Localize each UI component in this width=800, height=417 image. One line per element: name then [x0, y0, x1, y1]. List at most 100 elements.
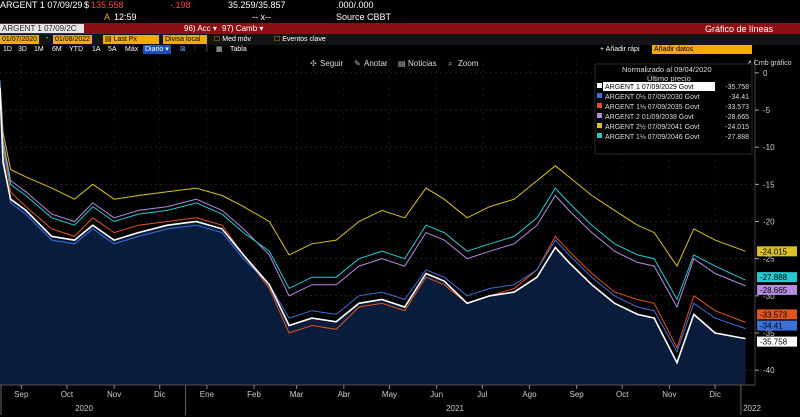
quote-bar-2: A 12:59 -- x-- Source CBBT	[0, 11, 800, 23]
checkbox-icon: ☐	[214, 36, 223, 43]
x-tick-label: Oct	[61, 390, 74, 399]
camb-label: Camb	[235, 24, 258, 33]
end-value-box	[757, 246, 797, 257]
bid-ask: 35.259/35.857	[228, 0, 286, 10]
change-chart-button[interactable]: ↗ Cmb gráfico	[746, 60, 792, 67]
noticias-tool[interactable]: Noticias	[408, 59, 436, 68]
range-1d[interactable]: 1D	[3, 46, 12, 53]
legend-item-label: ARGENT 0½ 07/09/2030 Govt	[605, 93, 699, 101]
series-line-0	[0, 87, 746, 365]
key-events-toggle[interactable]: ☐ Eventos clave	[274, 35, 326, 43]
legend-swatch	[597, 133, 602, 138]
anotar-icon: ✎	[354, 59, 361, 68]
legend-subtitle: Último precio	[647, 74, 691, 83]
settings-icon: 97)	[222, 24, 234, 33]
zoom-icon: ⌕	[448, 59, 452, 68]
x-tick-label: Mar	[290, 390, 304, 399]
checkbox-icon: ☐	[274, 36, 283, 43]
divider-icon: |	[206, 45, 208, 52]
legend-box	[594, 63, 753, 155]
legend-item-value: -34.41	[729, 94, 749, 101]
settings-menu[interactable]: 97) Camb ▾	[222, 24, 264, 33]
end-value-label: -33.573	[760, 310, 788, 319]
x-tick-label: Abr	[338, 390, 351, 399]
y-tick-label: -35	[763, 329, 775, 338]
noticias-icon: ▤	[398, 59, 406, 68]
end-value-label: -27.888	[760, 273, 788, 282]
freq-label: Diario	[145, 46, 164, 53]
frequency-select[interactable]: Diario ▾	[143, 45, 171, 54]
y-tick-label: -30	[763, 292, 775, 301]
x-tick-label: Jun	[430, 390, 443, 399]
range-max[interactable]: Máx	[125, 46, 139, 53]
anotar-tool[interactable]: Anotar	[364, 59, 388, 68]
ticker[interactable]: ARGENT 1 07/09/29	[0, 0, 83, 10]
range-1m[interactable]: 1M	[34, 46, 44, 53]
legend-item-value: -33.573	[725, 104, 749, 111]
end-value-box	[757, 272, 797, 283]
net-change: -.198	[170, 0, 191, 10]
range-3d[interactable]: 3D	[18, 46, 27, 53]
end-value-box	[757, 336, 797, 347]
line-chart-icon[interactable]: ⊠	[180, 46, 186, 53]
range-5a[interactable]: 5A	[108, 46, 117, 53]
moving-average-toggle[interactable]: ☐ Med móv	[214, 35, 251, 43]
range-ytd[interactable]: YTD	[69, 46, 83, 53]
legend-item-value: -24.015	[725, 124, 749, 131]
chart-type-title: Gráfico de líneas	[705, 24, 774, 34]
x-tick-label: Feb	[247, 390, 261, 399]
seguir-tool[interactable]: Seguir	[320, 59, 343, 68]
time-prefix: A	[104, 12, 111, 22]
add-rapid-label: Añadir rápi	[605, 46, 640, 53]
legend-item-label: ARGENT 2½ 07/09/2041 Govt	[605, 123, 699, 131]
quote-time: 12:59	[114, 12, 137, 22]
legend-item-label: ARGENT 1 07/09/2029 Govt	[605, 84, 694, 91]
bar-chart-icon[interactable]: ⫶	[194, 45, 196, 52]
y-tick-label: -15	[763, 180, 775, 189]
year-label: 2021	[446, 404, 464, 413]
to-date[interactable]: 01/08/2022	[53, 35, 93, 44]
last-price: 135.558	[91, 0, 124, 10]
series-line-5	[0, 81, 746, 301]
from-date[interactable]: 01/07/2020	[0, 35, 40, 44]
legend-item-label: ARGENT 1⅛ 07/09/2035 Govt	[605, 104, 699, 111]
x-tick-label: Ago	[522, 390, 537, 399]
currency-symbol: $	[84, 0, 90, 10]
series-line-3	[0, 87, 746, 309]
legend-item-value: -27.888	[725, 134, 749, 141]
range-1a[interactable]: 1A	[92, 46, 101, 53]
area-fill	[0, 87, 746, 385]
table-button[interactable]: Tabla	[230, 46, 247, 53]
y-tick-label: -25	[763, 255, 775, 264]
actions-menu[interactable]: 96) Acc ▾	[184, 24, 217, 33]
x-tick-label: Nov	[107, 390, 121, 399]
legend-item-value: -28.665	[725, 114, 749, 121]
end-value-label: -24.015	[760, 247, 788, 256]
x-tick-label: Sep	[14, 390, 29, 399]
add-data-input[interactable]: Añadir datos	[652, 45, 752, 54]
add-quick-button[interactable]: + Añadir rápi	[600, 46, 640, 53]
legend-swatch	[597, 83, 602, 88]
y-tick-label: -10	[763, 143, 775, 152]
source-label: Source CBBT	[336, 12, 392, 22]
zoom-tool[interactable]: Zoom	[458, 59, 479, 68]
series-line-1	[0, 80, 746, 353]
year-label: 2020	[75, 404, 93, 413]
line-chart: 0 -5 -10 -15 -20 -25 -30 -35 -40 -24.015 -27.888 -2…	[0, 58, 797, 415]
x-tick-label: Sep	[569, 390, 584, 399]
legend-swatch	[597, 123, 602, 128]
quote-bar: ARGENT 1 07/09/29 $ 135.558 -.198 35.259…	[0, 0, 800, 11]
x-tick-label: Dic	[709, 390, 721, 399]
bid-ask-sizes: .000/.000	[336, 0, 374, 10]
legend-swatch	[597, 93, 602, 98]
field-select[interactable]: ▤ Last Px	[103, 35, 159, 44]
dashes: -- x--	[252, 12, 271, 22]
end-value-box	[757, 309, 797, 320]
currency-select[interactable]: Divisa local	[163, 35, 207, 44]
security-field[interactable]: ARGENT 1 07/09/2C	[0, 24, 84, 33]
legend-highlight	[603, 82, 715, 91]
range-6m[interactable]: 6M	[52, 46, 62, 53]
table-icon[interactable]: ▦	[216, 46, 223, 53]
y-tick-label: -20	[763, 218, 775, 227]
year-label: 2022	[743, 404, 761, 413]
